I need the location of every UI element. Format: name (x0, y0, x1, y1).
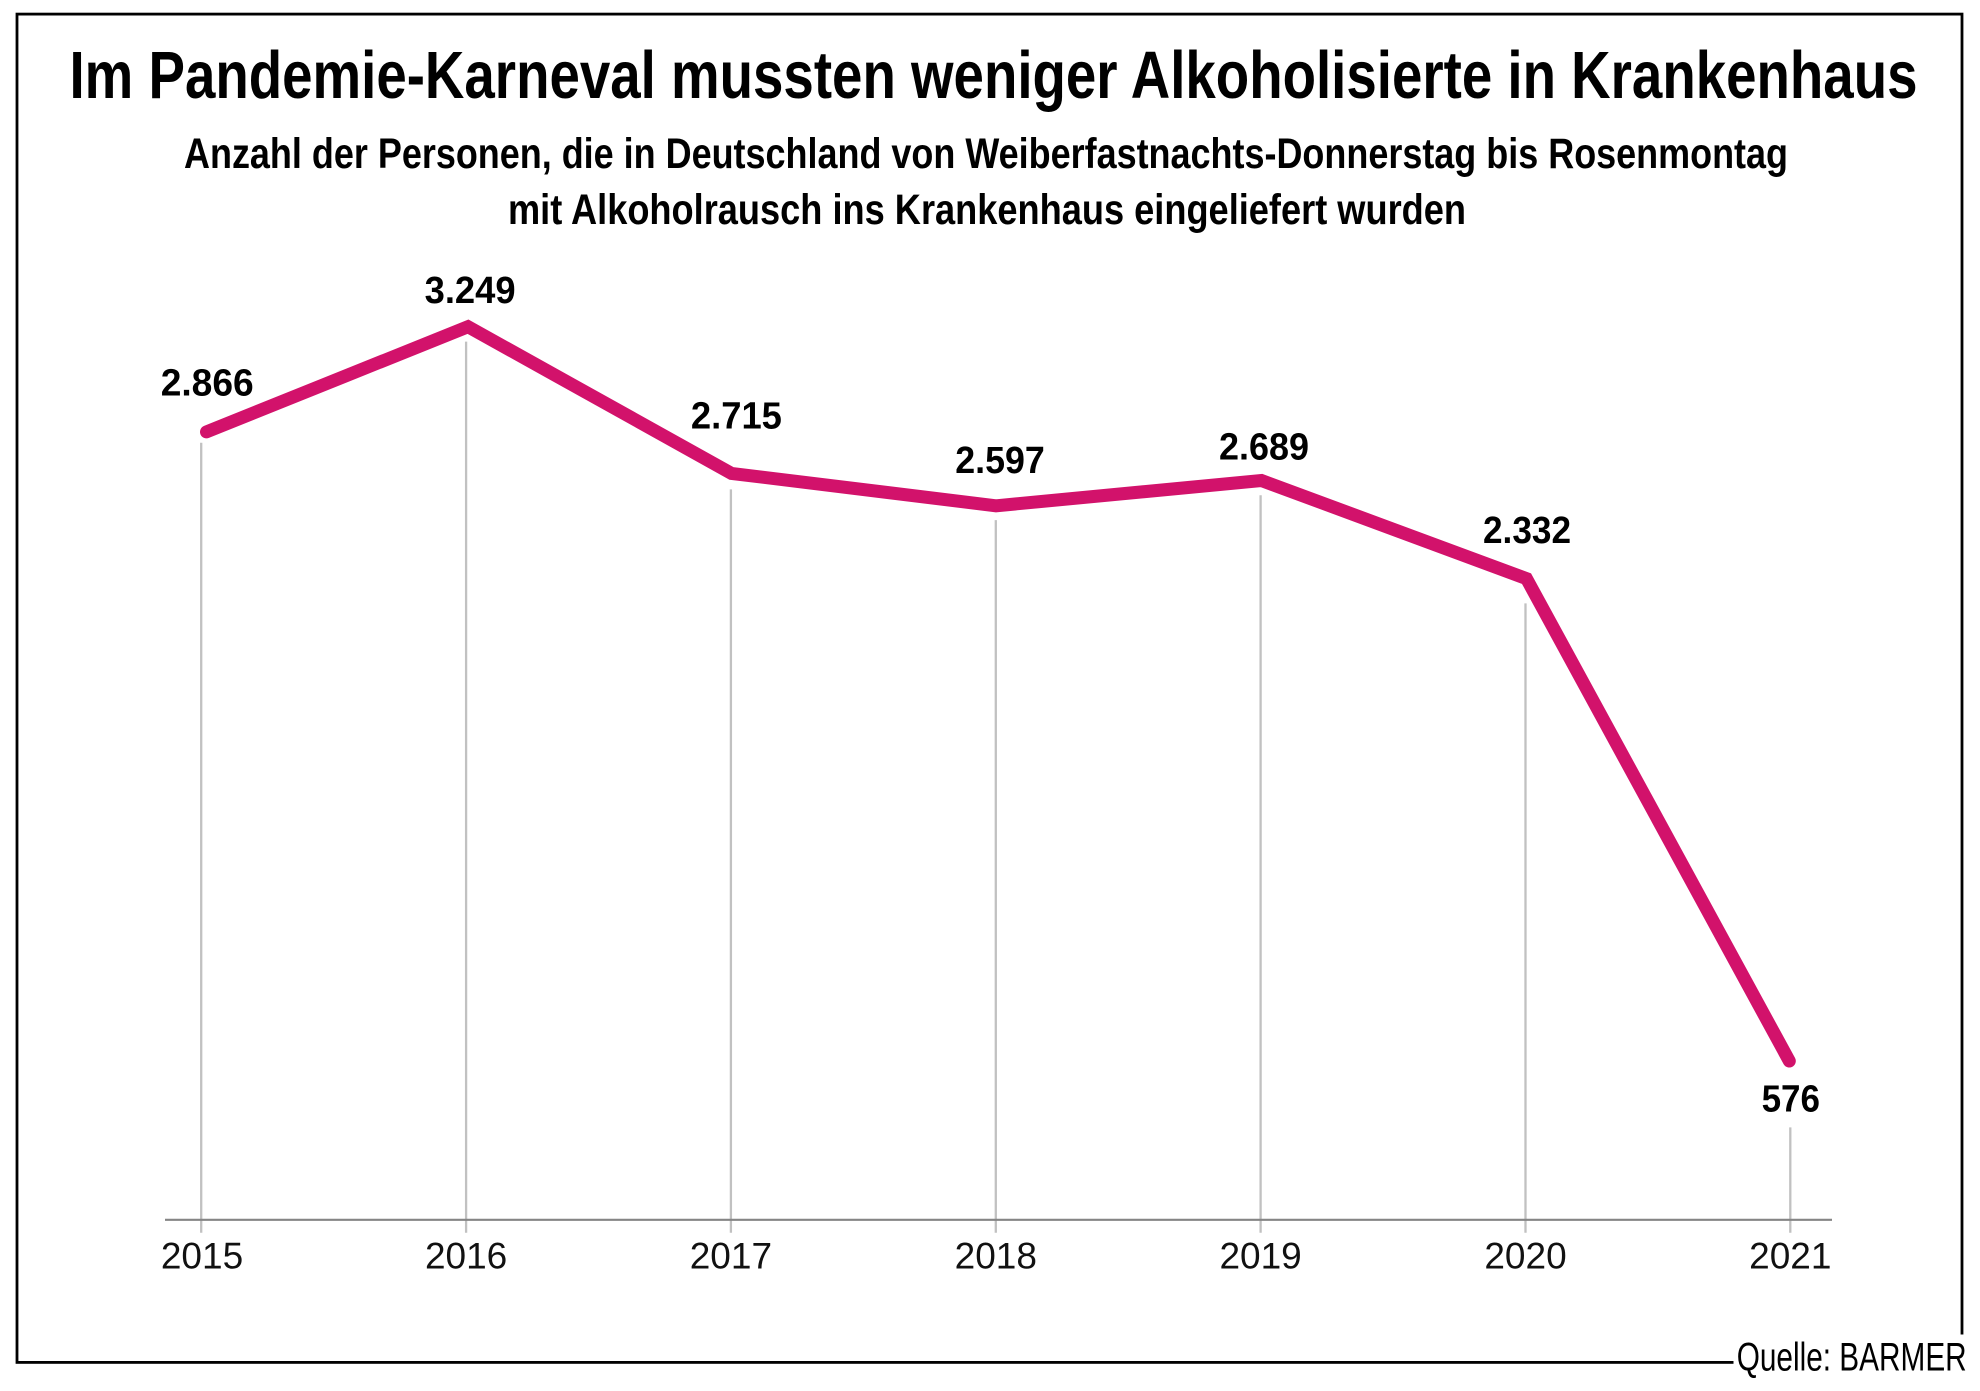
svg-text:2021: 2021 (1749, 1235, 1831, 1276)
svg-text:Im Pandemie-Karneval mussten w: Im Pandemie-Karneval mussten weniger Alk… (70, 39, 1918, 113)
svg-text:576: 576 (1762, 1078, 1820, 1120)
svg-text:Quelle: BARMER: Quelle: BARMER (1737, 1336, 1967, 1380)
svg-text:2020: 2020 (1484, 1235, 1566, 1276)
svg-text:2017: 2017 (690, 1235, 772, 1276)
svg-text:2.332: 2.332 (1483, 510, 1571, 552)
svg-text:2.866: 2.866 (161, 363, 254, 405)
svg-text:3.249: 3.249 (425, 270, 516, 312)
svg-text:2016: 2016 (425, 1235, 507, 1276)
svg-text:2018: 2018 (955, 1235, 1037, 1276)
svg-text:2.597: 2.597 (955, 440, 1045, 482)
svg-text:2.689: 2.689 (1219, 427, 1309, 469)
svg-text:2019: 2019 (1219, 1235, 1301, 1276)
svg-text:2015: 2015 (161, 1235, 243, 1276)
svg-text:2.715: 2.715 (691, 395, 782, 437)
svg-text:mit Alkoholrausch ins Krankenh: mit Alkoholrausch ins Krankenhaus eingel… (508, 187, 1466, 234)
svg-text:Anzahl der Personen, die in De: Anzahl der Personen, die in Deutschland … (184, 131, 1788, 178)
